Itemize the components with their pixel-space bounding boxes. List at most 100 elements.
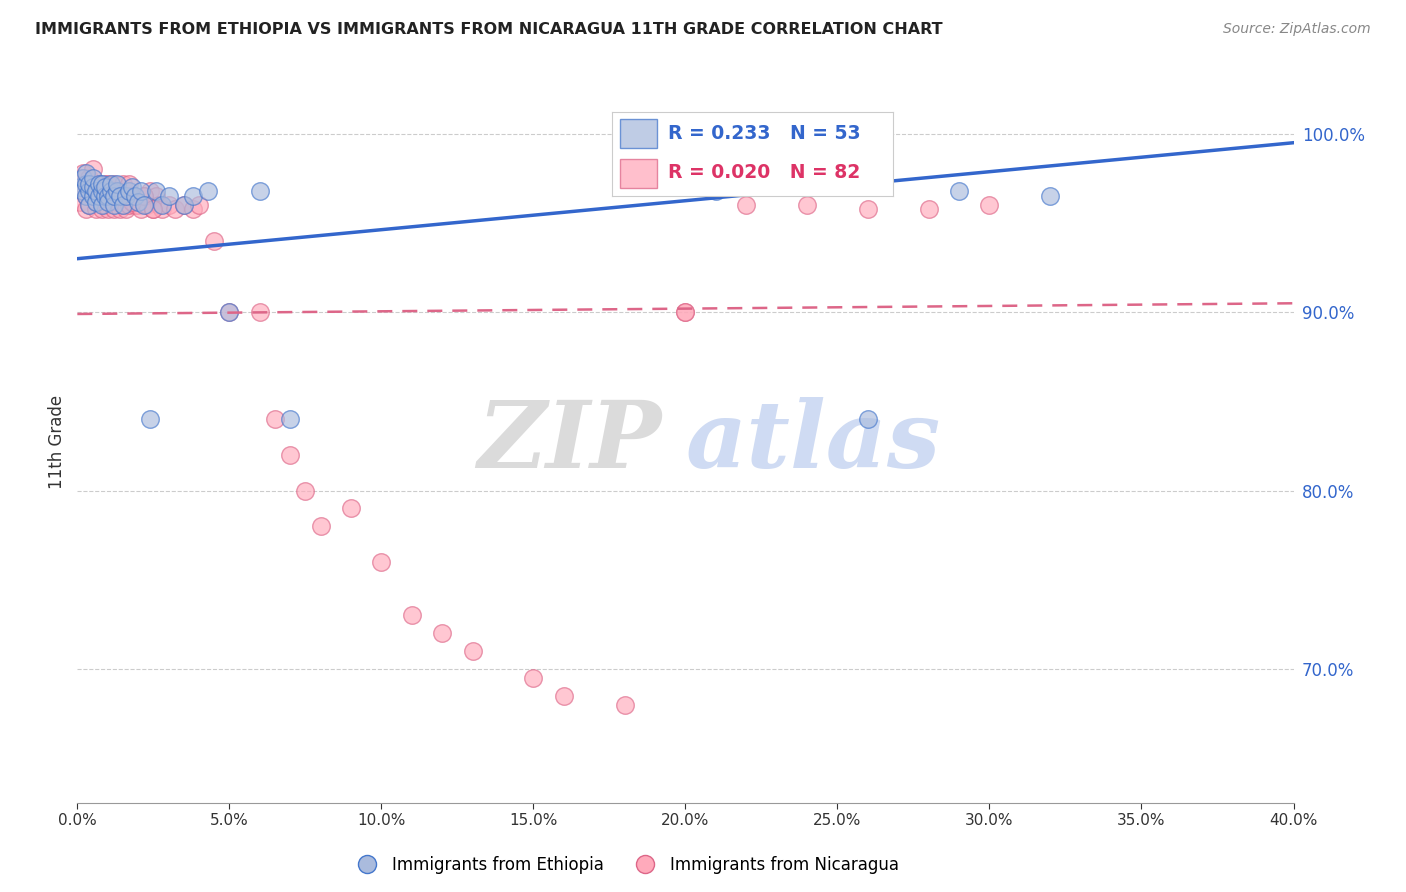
- Point: [75, 177, 97, 191]
- Point: [309, 519, 332, 533]
- Point: [72, 184, 94, 198]
- Point: [79, 177, 101, 191]
- Point: [124, 198, 146, 212]
- Point: [82, 189, 104, 203]
- Legend: Immigrants from Ethiopia, Immigrants from Nicaragua: Immigrants from Ethiopia, Immigrants fro…: [350, 856, 900, 874]
- Point: [69, 171, 91, 186]
- Point: [249, 305, 271, 319]
- Point: [87, 177, 110, 191]
- Point: [522, 671, 544, 685]
- Point: [157, 189, 180, 203]
- Point: [218, 305, 240, 319]
- Point: [97, 194, 120, 209]
- Point: [918, 202, 941, 216]
- Point: [84, 184, 107, 198]
- Point: [108, 184, 131, 198]
- Point: [553, 689, 575, 703]
- Text: Source: ZipAtlas.com: Source: ZipAtlas.com: [1223, 22, 1371, 37]
- Point: [121, 194, 143, 209]
- Point: [856, 202, 879, 216]
- Point: [796, 198, 818, 212]
- Point: [129, 202, 152, 216]
- Point: [139, 412, 162, 426]
- Point: [82, 180, 104, 194]
- Point: [93, 177, 115, 191]
- Point: [82, 171, 104, 186]
- Point: [90, 198, 112, 212]
- Point: [84, 202, 107, 216]
- Point: [100, 184, 122, 198]
- Point: [856, 412, 879, 426]
- Point: [69, 194, 91, 209]
- Point: [129, 184, 152, 198]
- Point: [100, 177, 122, 191]
- Point: [90, 184, 112, 198]
- Point: [294, 483, 316, 498]
- Point: [134, 189, 156, 203]
- Point: [134, 198, 156, 212]
- Point: [173, 198, 195, 212]
- Point: [145, 189, 167, 203]
- Point: [188, 198, 211, 212]
- Point: [340, 501, 363, 516]
- Point: [111, 198, 134, 212]
- Point: [127, 198, 149, 212]
- Point: [72, 171, 94, 186]
- Point: [121, 180, 143, 194]
- Point: [90, 202, 112, 216]
- Point: [87, 189, 110, 203]
- Point: [163, 202, 186, 216]
- Point: [111, 189, 134, 203]
- Point: [79, 184, 101, 198]
- Text: R = 0.233   N = 53: R = 0.233 N = 53: [668, 124, 860, 143]
- Point: [108, 189, 131, 203]
- Point: [704, 184, 727, 198]
- Point: [105, 189, 128, 203]
- Point: [370, 555, 392, 569]
- Point: [79, 198, 101, 212]
- Point: [979, 198, 1001, 212]
- Point: [111, 198, 134, 212]
- Point: [145, 184, 167, 198]
- Point: [181, 189, 204, 203]
- Point: [202, 234, 225, 248]
- Point: [118, 184, 141, 198]
- Point: [79, 184, 101, 198]
- Point: [430, 626, 453, 640]
- Point: [249, 184, 271, 198]
- Point: [124, 189, 146, 203]
- Point: [461, 644, 484, 658]
- Point: [136, 198, 159, 212]
- Point: [93, 198, 115, 212]
- Point: [121, 189, 143, 203]
- Point: [82, 177, 104, 191]
- Point: [82, 162, 104, 177]
- Point: [105, 177, 128, 191]
- Point: [735, 198, 758, 212]
- Text: R = 0.020   N = 82: R = 0.020 N = 82: [668, 163, 860, 182]
- Point: [108, 202, 131, 216]
- Point: [84, 184, 107, 198]
- Text: IMMIGRANTS FROM ETHIOPIA VS IMMIGRANTS FROM NICARAGUA 11TH GRADE CORRELATION CHA: IMMIGRANTS FROM ETHIOPIA VS IMMIGRANTS F…: [35, 22, 943, 37]
- Point: [103, 177, 125, 191]
- Point: [84, 194, 107, 209]
- Point: [115, 189, 138, 203]
- Point: [1039, 189, 1062, 203]
- Point: [75, 189, 97, 203]
- Point: [72, 184, 94, 198]
- Point: [103, 198, 125, 212]
- Point: [948, 184, 970, 198]
- Point: [75, 166, 97, 180]
- Point: [90, 184, 112, 198]
- Point: [97, 189, 120, 203]
- Point: [675, 305, 697, 319]
- Point: [181, 202, 204, 216]
- Point: [72, 166, 94, 180]
- Point: [79, 198, 101, 212]
- Point: [97, 177, 120, 191]
- Point: [264, 412, 287, 426]
- Point: [278, 412, 301, 426]
- Point: [142, 202, 165, 216]
- Point: [97, 202, 120, 216]
- Point: [197, 184, 219, 198]
